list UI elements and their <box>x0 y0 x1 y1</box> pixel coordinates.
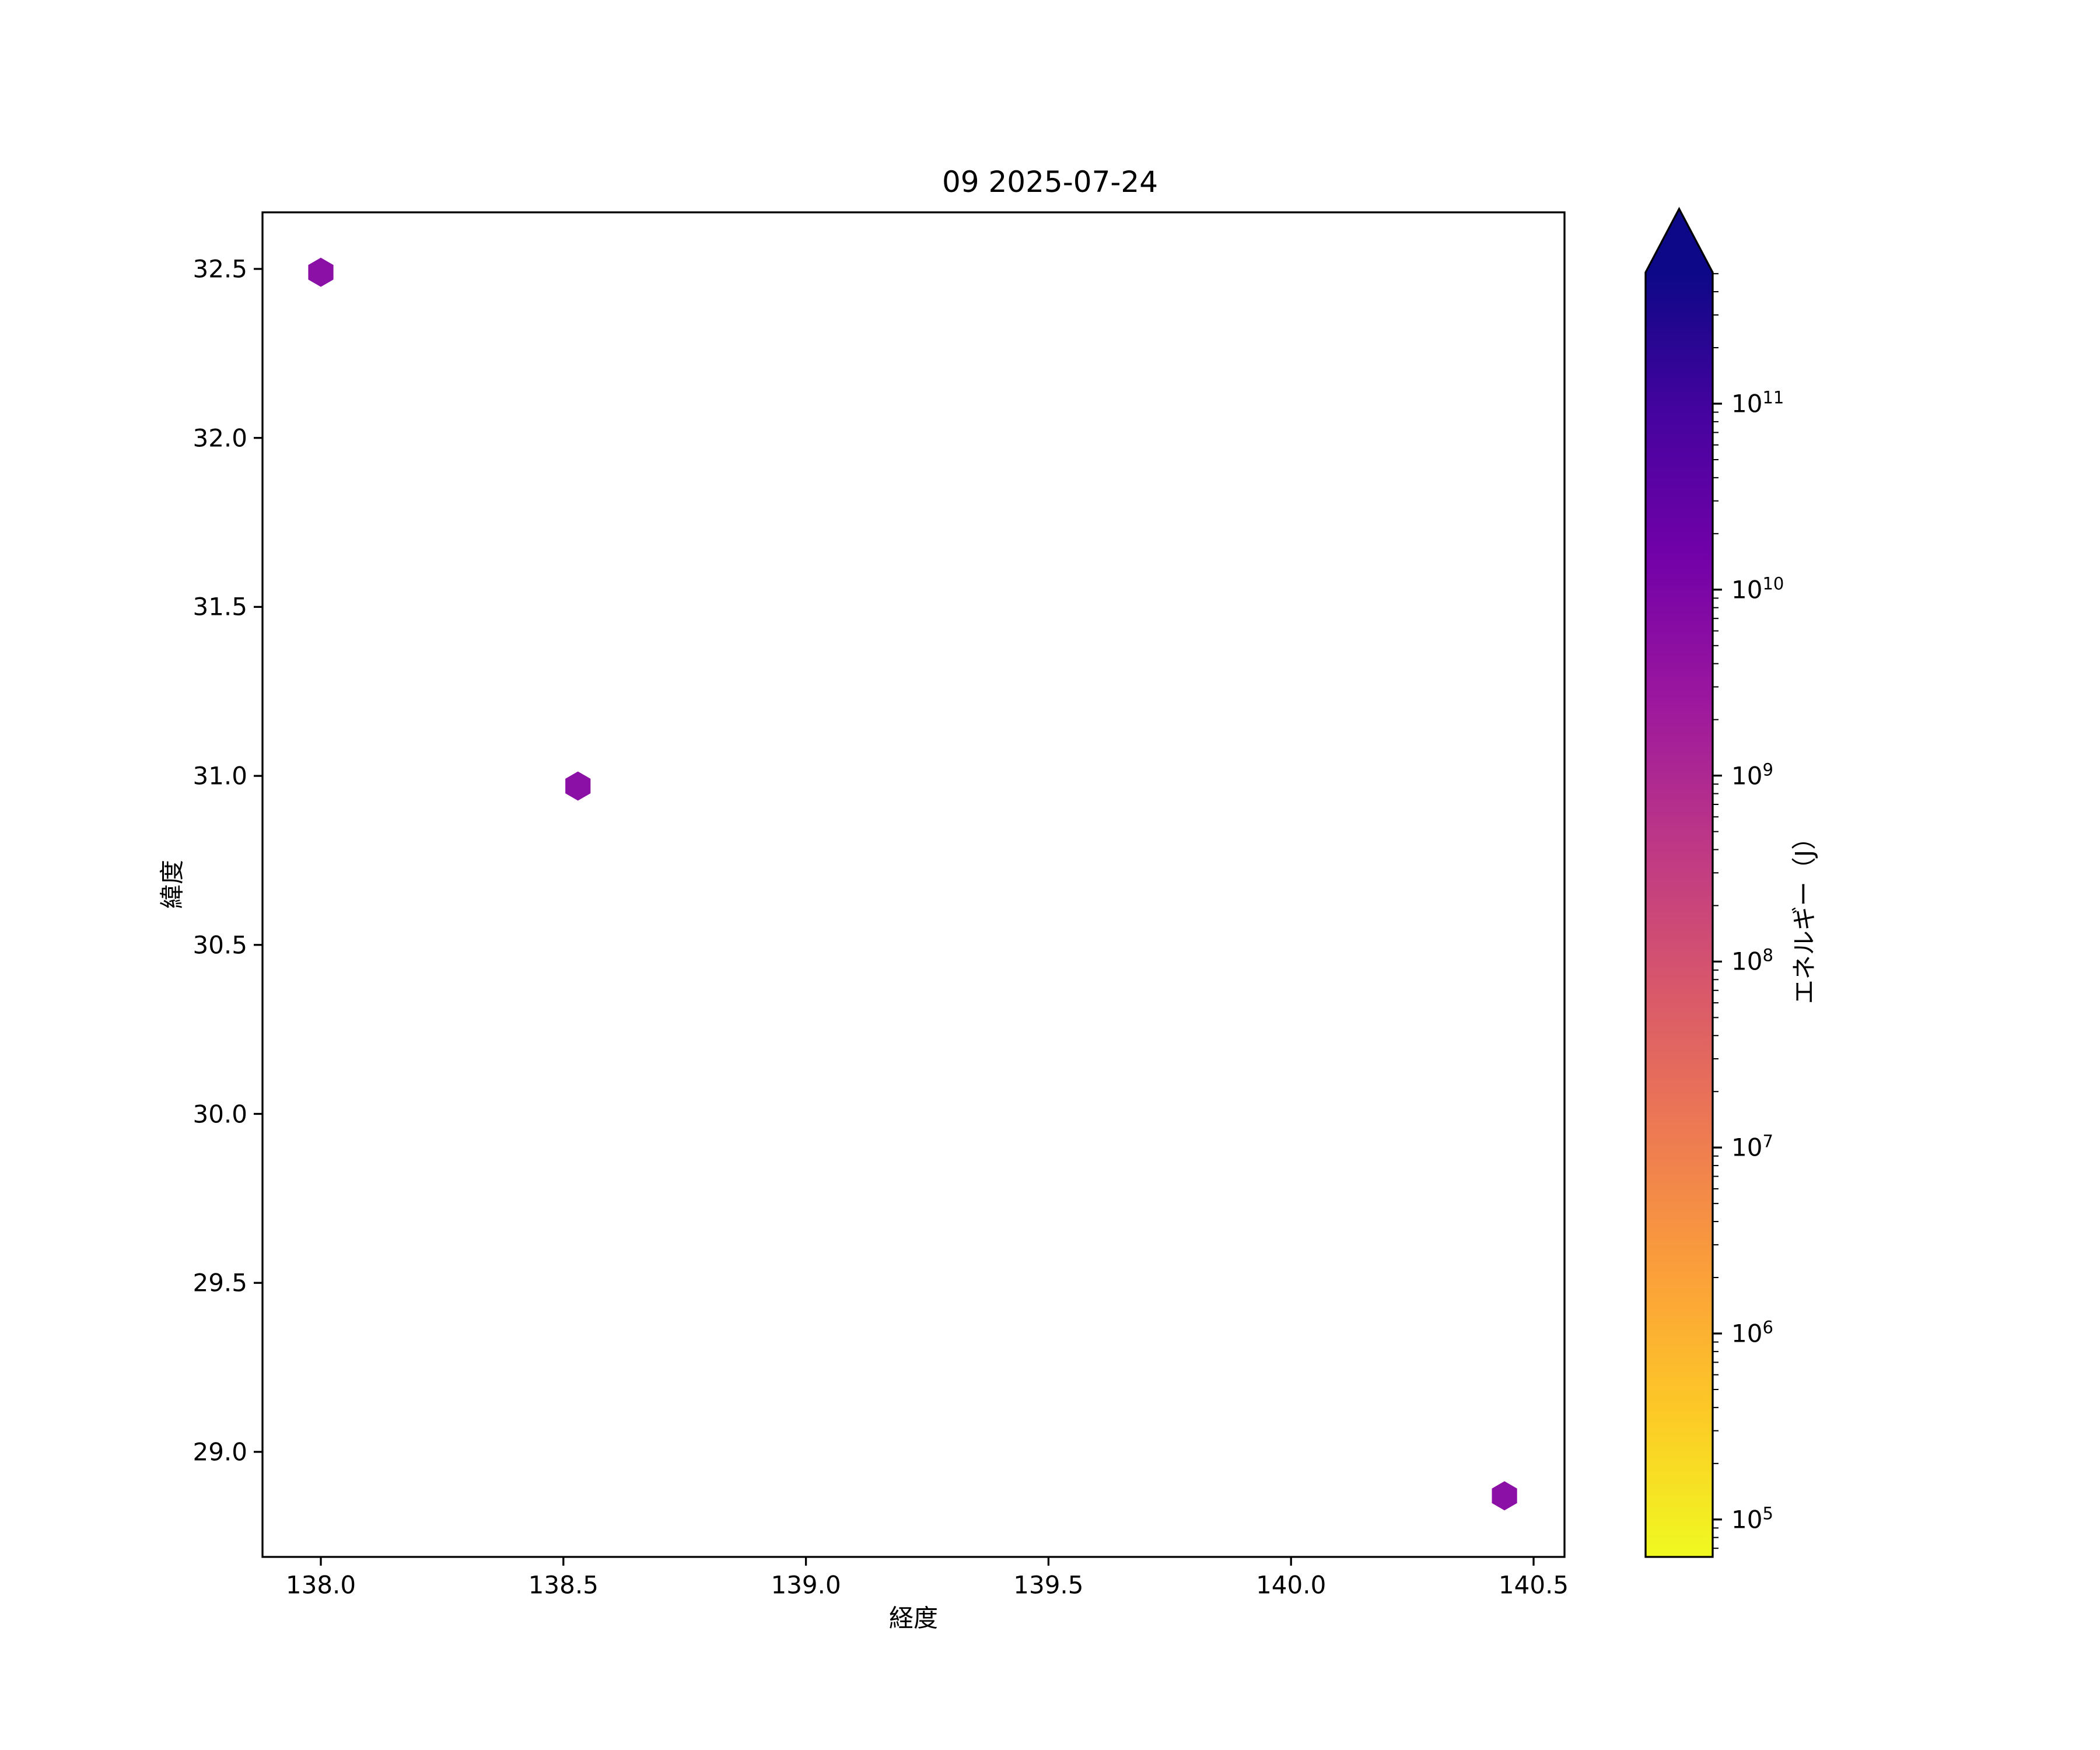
axis-ticks <box>254 268 1535 1566</box>
x-tick-label: 140.5 <box>1498 1570 1569 1600</box>
colorbar-tick-label: 105 <box>1731 1503 1773 1534</box>
data-point-hexagon <box>1492 1481 1517 1511</box>
chart-title: 09 2025-07-24 <box>942 165 1158 199</box>
x-tick-label: 138.5 <box>528 1570 598 1600</box>
y-tick-label: 30.0 <box>192 1100 247 1128</box>
y-tick-label: 29.5 <box>192 1268 247 1297</box>
colorbar-tick-label: 106 <box>1731 1317 1773 1348</box>
y-tick-label: 29.0 <box>192 1437 247 1466</box>
data-point-hexagon <box>565 771 591 801</box>
y-tick-label: 32.5 <box>192 254 247 284</box>
colorbar-tick-label: 107 <box>1731 1131 1773 1162</box>
x-tick-label: 140.0 <box>1256 1570 1326 1600</box>
x-axis-label: 経度 <box>888 1604 939 1633</box>
y-tick-label: 31.5 <box>192 592 247 621</box>
colorbar-label: エネルギー（J） <box>1790 825 1819 1005</box>
y-tick-label: 31.0 <box>192 761 247 790</box>
colorbar-tick-label: 108 <box>1731 945 1773 976</box>
y-tick-label: 30.5 <box>192 930 247 960</box>
x-tick-label: 138.0 <box>285 1570 356 1600</box>
colorbar-outline <box>1644 206 1714 1558</box>
y-axis-label: 緯度 <box>158 859 187 909</box>
colorbar-tick-label: 1011 <box>1731 387 1784 418</box>
colorbar-tick-label: 1010 <box>1731 573 1784 604</box>
y-tick-label: 32.0 <box>192 424 247 453</box>
colorbar-tick-label: 109 <box>1731 760 1773 790</box>
colorbar-bar <box>1646 272 1713 1557</box>
data-point-hexagon <box>308 257 334 287</box>
plot-border <box>261 211 1566 1558</box>
x-tick-label: 139.5 <box>1013 1570 1084 1600</box>
colorbar-extend-arrow <box>1646 209 1713 272</box>
colorbar <box>1644 206 1722 1558</box>
x-tick-label: 139.0 <box>771 1570 841 1600</box>
scatter-points <box>308 257 1517 1511</box>
